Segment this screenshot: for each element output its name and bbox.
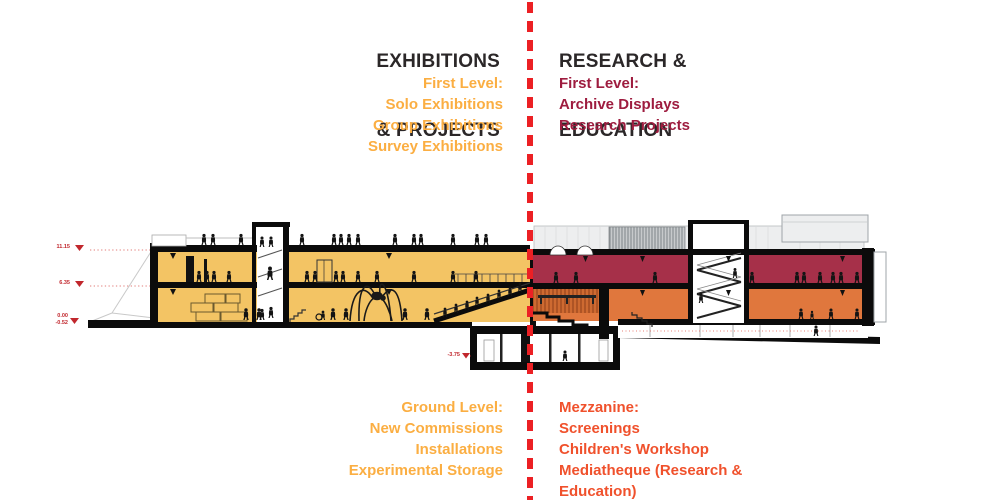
title-exhibitions-projects: EXHIBITIONS & PROJECTS — [376, 4, 500, 188]
label-heading: Ground Level: — [401, 399, 503, 416]
elevation-value-ground-low: -0.52 — [55, 320, 68, 326]
elevation-value-basement: -3.75 — [447, 352, 460, 358]
label-right-mezzanine: Mezzanine: Screenings Children's Worksho… — [559, 397, 755, 500]
mediatheque-seating — [533, 289, 618, 331]
storage-crates — [190, 293, 248, 322]
elevation-value-first: 6.35 — [59, 280, 70, 286]
basement — [470, 326, 620, 370]
people-roof — [201, 233, 489, 245]
label-left-ground-level: Ground Level: New Commissions Installati… — [349, 397, 503, 481]
title-research-education: RESEARCH & EDUCATION — [559, 4, 687, 188]
title-right-line2: EDUCATION — [559, 120, 673, 141]
basement-stair — [631, 312, 653, 327]
label-item: Children's Workshop — [559, 441, 709, 458]
rooftop-skylight-box — [781, 214, 869, 243]
title-left-line1: EXHIBITIONS — [376, 51, 500, 72]
label-item: Group Exhibitions — [373, 117, 503, 134]
title-right-line1: RESEARCH & — [559, 51, 687, 72]
elevation-value-roof: 11.15 — [57, 244, 70, 250]
label-item: Solo Exhibitions — [385, 96, 503, 113]
side-stair — [289, 309, 306, 322]
first-level-railing — [455, 273, 528, 282]
stair-bulkhead — [688, 220, 749, 252]
label-heading: First Level: — [559, 75, 640, 92]
label-item: Survey Exhibitions — [367, 138, 503, 155]
title-left-line2: & PROJECTS — [376, 120, 500, 141]
label-right-first-level: First Level: Archive Displays Research P… — [559, 73, 690, 136]
escalator — [433, 281, 534, 324]
louver-skylight — [608, 226, 686, 252]
elevation-marker-roof: 11.15 — [57, 244, 84, 251]
label-item: Mediatheque (Research & Education) — [559, 462, 743, 500]
exhibitions-wing — [150, 222, 534, 324]
ground-floor — [618, 325, 868, 338]
people-silhouettes — [196, 233, 860, 361]
label-item: Research Projects — [559, 117, 690, 134]
label-heading: Mezzanine: — [559, 399, 640, 416]
ramp-outline — [91, 246, 155, 322]
elevation-marker-ground: 0.00 -0.52 — [55, 313, 79, 326]
stair-shaft — [688, 252, 749, 325]
label-heading: First Level: — [422, 75, 503, 92]
spider-sculpture — [349, 283, 403, 322]
elevation-markers: 11.15 6.35 0.00 -0.52 -3.75 — [55, 244, 471, 359]
label-item: Experimental Storage — [348, 462, 503, 479]
research-wing — [530, 214, 887, 339]
elevation-marker-first: 6.35 — [59, 280, 84, 287]
elevation-marker-basement: -3.75 — [447, 352, 471, 359]
label-left-first-level: First Level: Solo Exhibitions Group Exhi… — [368, 73, 503, 157]
label-item: New Commissions — [369, 420, 503, 437]
elevation-value-ground: 0.00 — [57, 313, 68, 319]
ceiling-fixtures-right — [583, 256, 845, 296]
label-item: Installations — [415, 441, 503, 458]
people-ground-left — [243, 308, 430, 321]
label-item: Archive Displays — [559, 96, 680, 113]
label-item: Screenings — [559, 420, 640, 437]
zone-divider-dashed-line — [527, 2, 533, 500]
